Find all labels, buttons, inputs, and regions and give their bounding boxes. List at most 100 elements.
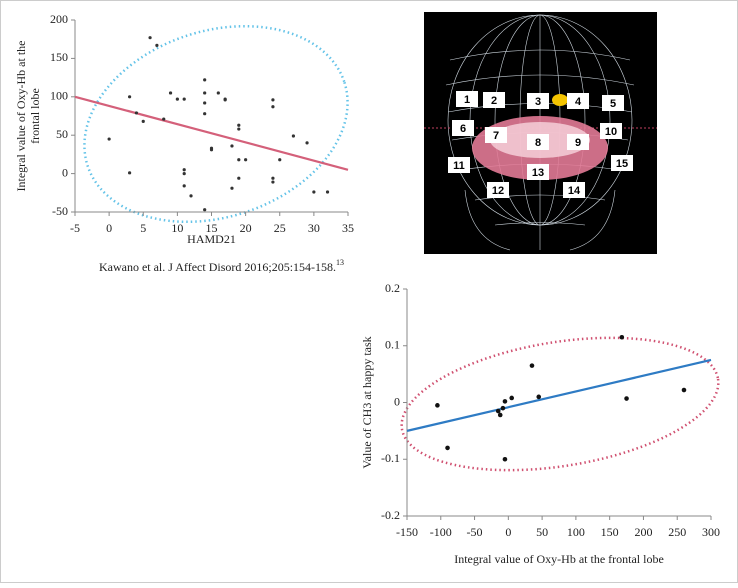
channel-box <box>611 155 633 171</box>
x-tick-label: 0 <box>106 221 112 235</box>
point <box>128 95 132 99</box>
point <box>305 141 309 145</box>
point <box>278 158 282 162</box>
channel-label: 13 <box>532 167 544 179</box>
head-wireframe <box>445 14 635 251</box>
point <box>203 101 207 105</box>
channel-box <box>452 120 474 136</box>
point <box>203 208 207 212</box>
point <box>230 186 234 190</box>
point <box>175 97 179 101</box>
x-axis-title: Integral value of Oxy-Hb at the frontal … <box>454 552 664 566</box>
point <box>182 172 186 176</box>
y-tick-label: 200 <box>50 12 68 26</box>
y-tick-label: 0.2 <box>385 281 400 295</box>
point <box>244 158 248 162</box>
y-axis-title: Value of CH3 at happy task <box>360 336 374 468</box>
caption-text: Kawano et al. J Affect Disord 2016;205:1… <box>99 260 336 274</box>
channel-box <box>448 157 470 173</box>
x-tick-label: 0 <box>505 525 511 539</box>
point <box>182 184 186 188</box>
point <box>141 119 145 123</box>
y-axis-title: Integral value of Oxy-Hb at the <box>14 41 28 192</box>
channel-label: 1 <box>464 94 470 106</box>
x-tick-label: -5 <box>70 221 80 235</box>
channel-box <box>485 127 507 143</box>
y-tick-label: -50 <box>52 204 68 218</box>
x-tick-label: -100 <box>430 525 452 539</box>
point <box>271 180 275 184</box>
point <box>182 97 186 101</box>
channel-box <box>567 134 589 150</box>
y-tick-label: 150 <box>50 50 68 64</box>
point <box>182 168 186 172</box>
point <box>209 146 214 150</box>
x-tick-label: 15 <box>206 221 218 235</box>
point <box>497 412 503 418</box>
point <box>291 134 295 138</box>
x-tick-label: 100 <box>567 525 585 539</box>
point <box>189 194 193 198</box>
channel-box <box>563 182 585 198</box>
channel-label: 6 <box>460 123 466 135</box>
x-tick-label: 20 <box>240 221 252 235</box>
x-tick-label: 50 <box>536 525 548 539</box>
point <box>500 405 506 411</box>
point <box>134 111 139 115</box>
channel-label: 3 <box>535 96 541 108</box>
point <box>271 105 275 109</box>
channel-box <box>567 93 589 109</box>
point <box>168 91 173 95</box>
point <box>128 171 132 175</box>
point <box>681 387 687 393</box>
y-tick-label: -0.1 <box>381 451 400 465</box>
point <box>230 144 234 148</box>
point <box>107 137 111 141</box>
channel-label: 2 <box>491 95 497 107</box>
channel-label: 4 <box>575 96 582 108</box>
x-tick-label: 30 <box>308 221 320 235</box>
y-tick-label: 0 <box>394 394 400 408</box>
channel-label: 15 <box>616 158 628 170</box>
point <box>237 123 241 127</box>
y-tick-label: 0 <box>62 165 68 179</box>
point <box>502 399 508 404</box>
point <box>203 112 207 116</box>
channel-marker <box>552 94 568 106</box>
caption-reference: 13 <box>336 258 344 267</box>
x-tick-label: 5 <box>140 221 146 235</box>
x-tick-label: 150 <box>601 525 619 539</box>
x-axis-title: HAMD21 <box>187 232 236 246</box>
channel-label: 11 <box>453 160 465 172</box>
trendline <box>74 95 349 171</box>
point <box>223 98 227 102</box>
point <box>325 190 330 194</box>
point <box>435 403 440 408</box>
point <box>502 456 508 462</box>
caption: Kawano et al. J Affect Disord 2016;205:1… <box>99 258 344 274</box>
point <box>445 445 450 451</box>
x-tick-label: 35 <box>342 221 354 235</box>
chart-2: -0.2 -0.1 0 0.1 0.2 -150 -100 -50 0 50 100 150 200 25… <box>360 281 720 566</box>
point <box>237 127 241 131</box>
point <box>509 395 515 401</box>
point <box>271 176 275 180</box>
x-tick-label: 200 <box>634 525 652 539</box>
channel-label: 14 <box>568 185 581 197</box>
point <box>148 36 152 40</box>
point <box>536 394 542 400</box>
point <box>162 117 166 121</box>
channel-box <box>527 93 549 109</box>
point <box>203 78 207 82</box>
channel-box <box>602 95 624 111</box>
x-tick-label: -150 <box>396 525 418 539</box>
point <box>495 408 501 414</box>
y-tick-label: 100 <box>50 89 68 103</box>
x-tick-label: 250 <box>668 525 686 539</box>
y-tick-label: 0.1 <box>385 338 400 352</box>
channel-label: 7 <box>493 130 499 142</box>
point <box>237 176 241 180</box>
